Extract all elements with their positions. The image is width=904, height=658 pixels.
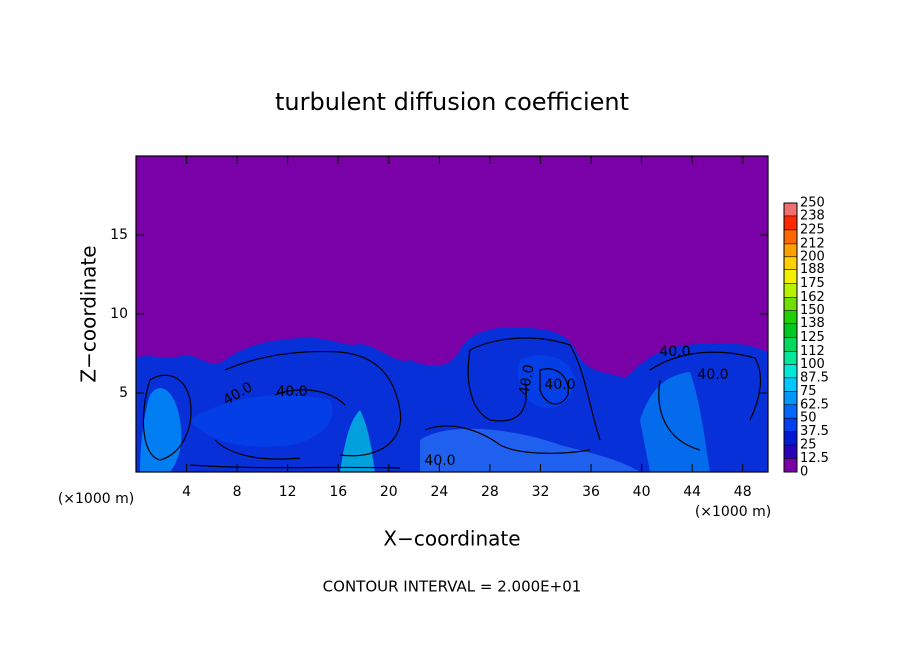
x-tick-label: 44 bbox=[683, 484, 701, 500]
colorbar-tick-label: 50 bbox=[800, 411, 817, 426]
colorbar-bin bbox=[784, 445, 797, 459]
colorbar-bin bbox=[784, 203, 797, 216]
colorbar-tick-label: 212 bbox=[800, 236, 825, 251]
x-tick-label: 36 bbox=[582, 484, 600, 500]
field-region bbox=[190, 395, 333, 447]
colorbar-bin bbox=[784, 323, 797, 338]
contour-label: 40.0 bbox=[697, 367, 728, 383]
field bbox=[136, 156, 768, 472]
colorbar-tick-label: 200 bbox=[800, 249, 825, 264]
colorbar-tick-label: 112 bbox=[800, 344, 825, 359]
colorbar-bin bbox=[784, 391, 797, 405]
colorbar-bin bbox=[784, 269, 797, 284]
x-unit-label: (×1000 m) bbox=[58, 491, 134, 507]
colorbar-bin bbox=[784, 377, 797, 392]
colorbar-bin bbox=[784, 458, 797, 472]
x-tick-label: 40 bbox=[633, 484, 651, 500]
colorbar-tick-label: 162 bbox=[800, 290, 825, 305]
x-tick-label: 32 bbox=[532, 484, 550, 500]
x-tick-label: 8 bbox=[233, 484, 242, 500]
contour-label: 40.0 bbox=[659, 344, 690, 360]
colorbar-bin bbox=[784, 431, 797, 446]
colorbar-tick-label: 238 bbox=[800, 208, 825, 223]
x-tick-label: 4 bbox=[182, 484, 191, 500]
colorbar-bin bbox=[784, 283, 797, 298]
field-region bbox=[140, 388, 182, 472]
x-tick-label: 12 bbox=[279, 484, 297, 500]
colorbar-tick-label: 125 bbox=[800, 330, 825, 345]
colorbar-tick-label: 175 bbox=[800, 276, 825, 291]
contour-label: 40.0 bbox=[276, 384, 307, 400]
colorbar-bin bbox=[784, 297, 797, 311]
contour-label: 40.0 bbox=[544, 377, 575, 393]
colorbar-bin bbox=[784, 229, 797, 244]
contour-label: 40.0 bbox=[516, 363, 537, 396]
field-region bbox=[518, 355, 575, 409]
y-tick-label: 10 bbox=[110, 306, 128, 322]
colorbar-tick-label: 87.5 bbox=[800, 370, 829, 385]
y-tick-label: 5 bbox=[119, 385, 128, 401]
colorbar-bin bbox=[784, 337, 797, 352]
colorbar-tick-label: 25 bbox=[800, 438, 817, 453]
colorbar-tick-label: 75 bbox=[800, 384, 817, 399]
colorbar-tick-label: 100 bbox=[800, 357, 825, 372]
field-region bbox=[420, 428, 640, 472]
y-axis-label: Z−coordinate bbox=[77, 245, 101, 382]
colorbar-bin bbox=[784, 351, 797, 365]
colorbar-tick-label: 250 bbox=[800, 196, 825, 211]
colorbar-bin bbox=[784, 215, 797, 230]
colorbar-bin bbox=[784, 243, 797, 257]
contour-label: 40.0 bbox=[424, 453, 455, 469]
colorbar-bin bbox=[784, 364, 797, 378]
colorbar-tick-label: 150 bbox=[800, 303, 825, 318]
x-tick-label: 20 bbox=[380, 484, 398, 500]
x-axis-label: X−coordinate bbox=[383, 527, 520, 551]
x-tick-label: 24 bbox=[430, 484, 448, 500]
colorbar-tick-label: 138 bbox=[800, 316, 825, 331]
colorbar-bin bbox=[784, 256, 797, 270]
chart-title: turbulent diffusion coefficient bbox=[275, 88, 629, 116]
colorbar-tick-label: 12.5 bbox=[800, 451, 829, 466]
field-region bbox=[340, 410, 375, 472]
x-tick-label: 48 bbox=[734, 484, 752, 500]
colorbar-bin bbox=[784, 310, 797, 324]
colorbar-bin bbox=[784, 418, 797, 432]
colorbar-tick-label: 225 bbox=[800, 222, 825, 237]
y-tick-label: 15 bbox=[110, 227, 128, 243]
x-tick-label: 16 bbox=[329, 484, 347, 500]
colorbar-tick-label: 37.5 bbox=[800, 424, 829, 439]
footer-note: CONTOUR INTERVAL = 2.000E+01 bbox=[323, 578, 582, 596]
colorbar-tick-label: 0 bbox=[800, 465, 808, 480]
x-unit-label: (×1000 m) bbox=[695, 504, 771, 520]
colorbar-tick-label: 62.5 bbox=[800, 397, 829, 412]
colorbar-bin bbox=[784, 404, 797, 419]
x-tick-label: 28 bbox=[481, 484, 499, 500]
colorbar-tick-label: 188 bbox=[800, 262, 825, 277]
